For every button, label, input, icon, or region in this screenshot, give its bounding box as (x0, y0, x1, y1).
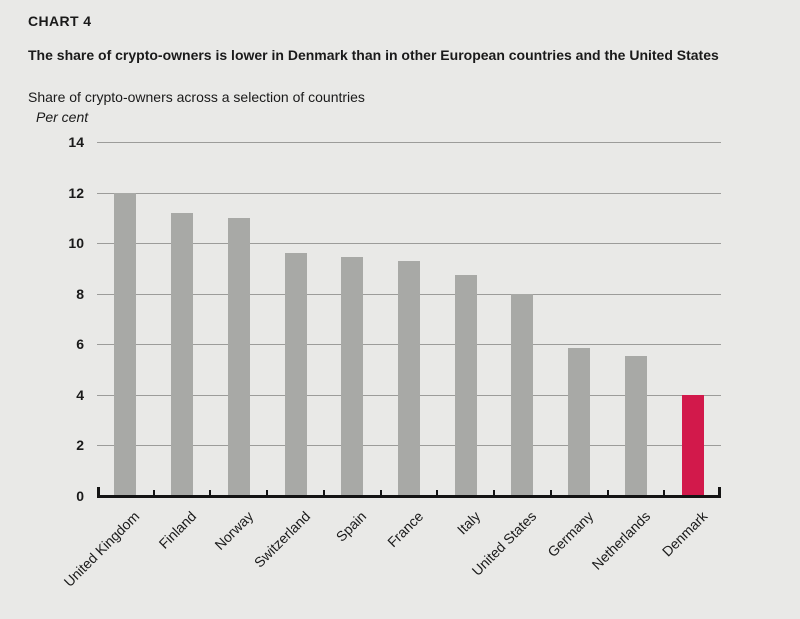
plot-area: United Kingdom Finland Norway Switzerland Sp… (61, 142, 721, 590)
gridline-14 (97, 142, 721, 143)
y-tick-label: 12 (68, 184, 84, 201)
bar-united-kingdom (114, 192, 137, 496)
bar-united-states (511, 293, 534, 496)
bar-italy (454, 274, 477, 496)
x-axis-tick (663, 490, 666, 495)
y-tick-label: 10 (68, 235, 84, 252)
bar-netherlands (624, 355, 647, 496)
x-axis-end-cap (718, 487, 721, 495)
bar-france (398, 260, 420, 496)
y-tick-label: 6 (76, 336, 84, 353)
gridline-12 (97, 192, 721, 194)
bar-germany (568, 348, 591, 496)
chart-title: The share of crypto-owners is lower in D… (28, 47, 719, 63)
x-axis-tick (379, 490, 382, 495)
y-tick-label: 4 (76, 386, 84, 403)
gridline-10 (97, 243, 721, 245)
chart-number-label: CHART 4 (28, 13, 92, 29)
bar-spain (341, 257, 364, 496)
x-axis-tick (436, 490, 439, 495)
chart-subtitle: Share of crypto-owners across a selectio… (28, 89, 365, 105)
x-axis-tick (266, 490, 269, 495)
x-axis-line (97, 495, 721, 498)
y-tick-label: 8 (76, 285, 84, 302)
x-axis-tick (322, 490, 325, 495)
x-axis-tick (606, 490, 609, 495)
bar-norway (227, 217, 250, 496)
bar-denmark (681, 394, 704, 496)
x-axis-end-cap (97, 487, 100, 495)
y-tick-label: 2 (76, 437, 84, 454)
x-axis-tick (209, 490, 212, 495)
bar-finland (171, 212, 194, 496)
y-axis-unit-label: Per cent (36, 109, 89, 125)
x-tick-label-united-kingdom: United Kingdom (60, 508, 143, 590)
bar-switzerland (284, 253, 307, 496)
y-tick-label: 0 (76, 488, 84, 504)
x-axis-tick (493, 490, 496, 495)
x-axis-tick (549, 490, 552, 495)
x-axis-tick (152, 490, 155, 495)
y-tick-label: 14 (68, 134, 84, 150)
